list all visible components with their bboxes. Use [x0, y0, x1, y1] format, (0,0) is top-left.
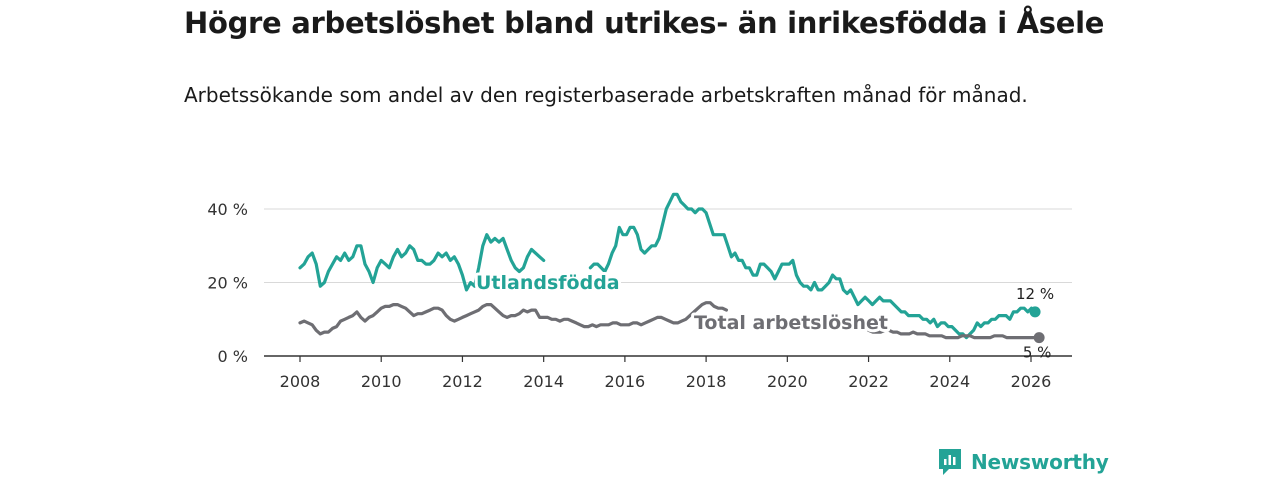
x-tick-label: 2022	[848, 372, 889, 391]
y-tick-label: 40 %	[207, 200, 248, 219]
y-tick-label: 0 %	[218, 347, 248, 366]
series-end-marker	[1033, 332, 1045, 344]
x-tick-label: 2026	[1011, 372, 1052, 391]
chart-subtitle: Arbetssökande som andel av den registerb…	[184, 83, 1028, 107]
end-label-total: 5 %	[1023, 344, 1052, 362]
newsworthy-logo-icon	[939, 449, 961, 475]
x-tick-label: 2012	[442, 372, 483, 391]
series-end-marker	[1029, 306, 1041, 318]
series-label-utlandsfodda: Utlandsfödda	[476, 272, 620, 294]
x-tick-label: 2018	[686, 372, 727, 391]
chart-title: Högre arbetslöshet bland utrikes- än inr…	[184, 6, 1105, 40]
x-tick-label: 2016	[605, 372, 646, 391]
x-tick-label: 2020	[767, 372, 808, 391]
x-tick-label: 2024	[929, 372, 970, 391]
x-tick-label: 2008	[280, 372, 321, 391]
brand-name: Newsworthy	[971, 450, 1109, 474]
series-utlandsfodda-line	[298, 192, 1037, 340]
x-tick-label: 2010	[361, 372, 402, 391]
end-label-utlandsfodda: 12 %	[1016, 285, 1054, 303]
y-tick-label: 20 %	[207, 274, 248, 293]
series-label-total: Total arbetslöshet	[694, 312, 888, 334]
series-total-line	[298, 301, 1041, 340]
x-tick-label: 2014	[523, 372, 564, 391]
newsworthy-logo: Newsworthy	[937, 448, 1109, 476]
